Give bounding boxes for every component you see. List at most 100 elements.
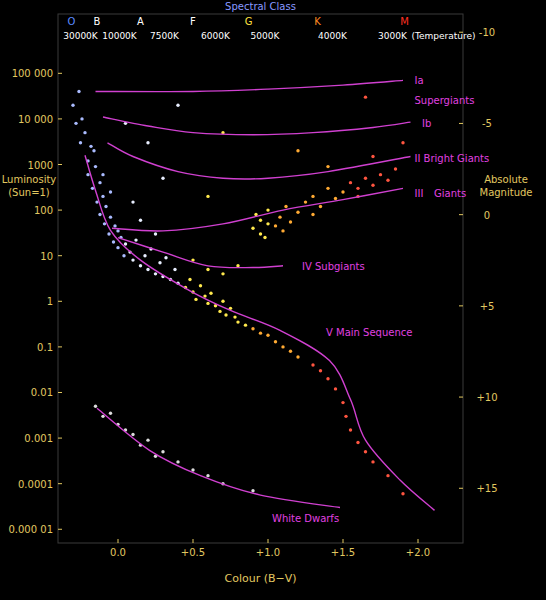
star <box>206 268 209 271</box>
star <box>224 313 227 316</box>
star <box>281 345 284 348</box>
star <box>116 246 119 249</box>
x-tick <box>193 539 194 543</box>
star <box>206 474 209 477</box>
star <box>101 173 104 176</box>
star <box>194 298 197 301</box>
star <box>176 103 179 106</box>
star <box>259 219 262 222</box>
temperature-label: 3000K <box>378 31 408 41</box>
star <box>124 242 127 245</box>
star <box>386 474 389 477</box>
chart: 0.0+0.5+1.0+1.5+2.0100 00010 00010001001… <box>0 0 546 600</box>
y-tick-label: 0.01 <box>31 387 53 398</box>
star <box>131 258 134 261</box>
curve-label: Ib <box>422 118 431 129</box>
star <box>326 165 329 168</box>
y-tick-label: 100 000 <box>12 68 53 79</box>
star <box>349 428 352 431</box>
y2-axis-title-line: Absolute <box>484 174 528 185</box>
star <box>356 441 359 444</box>
star <box>296 355 299 358</box>
x-tick-label: 0.0 <box>110 547 126 558</box>
spectral-class: B <box>94 16 101 27</box>
star <box>134 238 137 241</box>
class-curve <box>97 408 340 507</box>
star <box>103 222 106 225</box>
star <box>251 327 254 330</box>
spectral-class: F <box>190 16 196 27</box>
star <box>341 401 344 404</box>
star <box>154 272 157 275</box>
y-tick <box>58 529 62 530</box>
star <box>364 177 367 180</box>
star <box>139 264 142 267</box>
temperature-label: 6000K <box>201 31 231 41</box>
star <box>116 229 119 232</box>
curve-label: IV Subgiants <box>302 261 365 272</box>
star <box>266 208 269 211</box>
spectral-class: M <box>400 16 409 27</box>
star <box>371 184 374 187</box>
star <box>349 181 352 184</box>
y-tick-label: 1 <box>47 296 53 307</box>
star <box>161 177 164 180</box>
star <box>296 210 299 213</box>
y2-tick-label: +15 <box>476 483 497 494</box>
y-tick-label: 1000 <box>28 160 53 171</box>
class-curve <box>112 188 403 231</box>
y-tick <box>58 73 62 74</box>
star <box>319 205 322 208</box>
y-tick-label: 100 <box>34 205 53 216</box>
y-tick <box>58 346 62 347</box>
class-curve <box>96 80 404 91</box>
y-tick <box>58 210 62 211</box>
x-tick <box>268 539 269 543</box>
star <box>146 141 149 144</box>
class-curve <box>118 238 283 268</box>
spectral-class: O <box>68 16 76 27</box>
x-tick <box>118 539 119 543</box>
star <box>263 236 266 239</box>
plot-data <box>71 80 434 510</box>
star <box>221 300 224 303</box>
star <box>154 232 157 235</box>
star <box>311 213 314 216</box>
star <box>371 155 374 158</box>
star <box>371 460 374 463</box>
star <box>188 278 191 281</box>
star <box>92 149 95 152</box>
star <box>284 205 287 208</box>
star <box>266 334 269 337</box>
class-curve <box>85 155 435 510</box>
x-tick-label: +2.0 <box>406 547 430 558</box>
star <box>98 181 101 184</box>
star <box>89 145 92 148</box>
star <box>364 450 367 453</box>
star <box>401 141 404 144</box>
star <box>109 190 112 193</box>
star <box>221 272 224 275</box>
star <box>176 460 179 463</box>
star <box>86 173 89 176</box>
y2-tick-label: 0 <box>484 210 490 221</box>
star <box>173 268 176 271</box>
star <box>259 331 262 334</box>
y-tick-label: 10 <box>40 251 53 262</box>
top-axis-title: Spectral Class <box>225 1 296 12</box>
star <box>236 320 239 323</box>
star <box>113 224 116 227</box>
star <box>334 197 337 200</box>
temperature-label: 7500K <box>150 31 180 41</box>
y2-tick <box>459 123 463 124</box>
star <box>79 141 82 144</box>
x-tick-label: +1.5 <box>331 547 355 558</box>
star <box>107 232 110 235</box>
star <box>319 369 322 372</box>
star <box>218 310 221 313</box>
star <box>109 215 112 218</box>
star <box>244 323 247 326</box>
y-tick <box>58 483 62 484</box>
star <box>304 200 307 203</box>
y-tick-label: 0.000 01 <box>8 524 53 535</box>
